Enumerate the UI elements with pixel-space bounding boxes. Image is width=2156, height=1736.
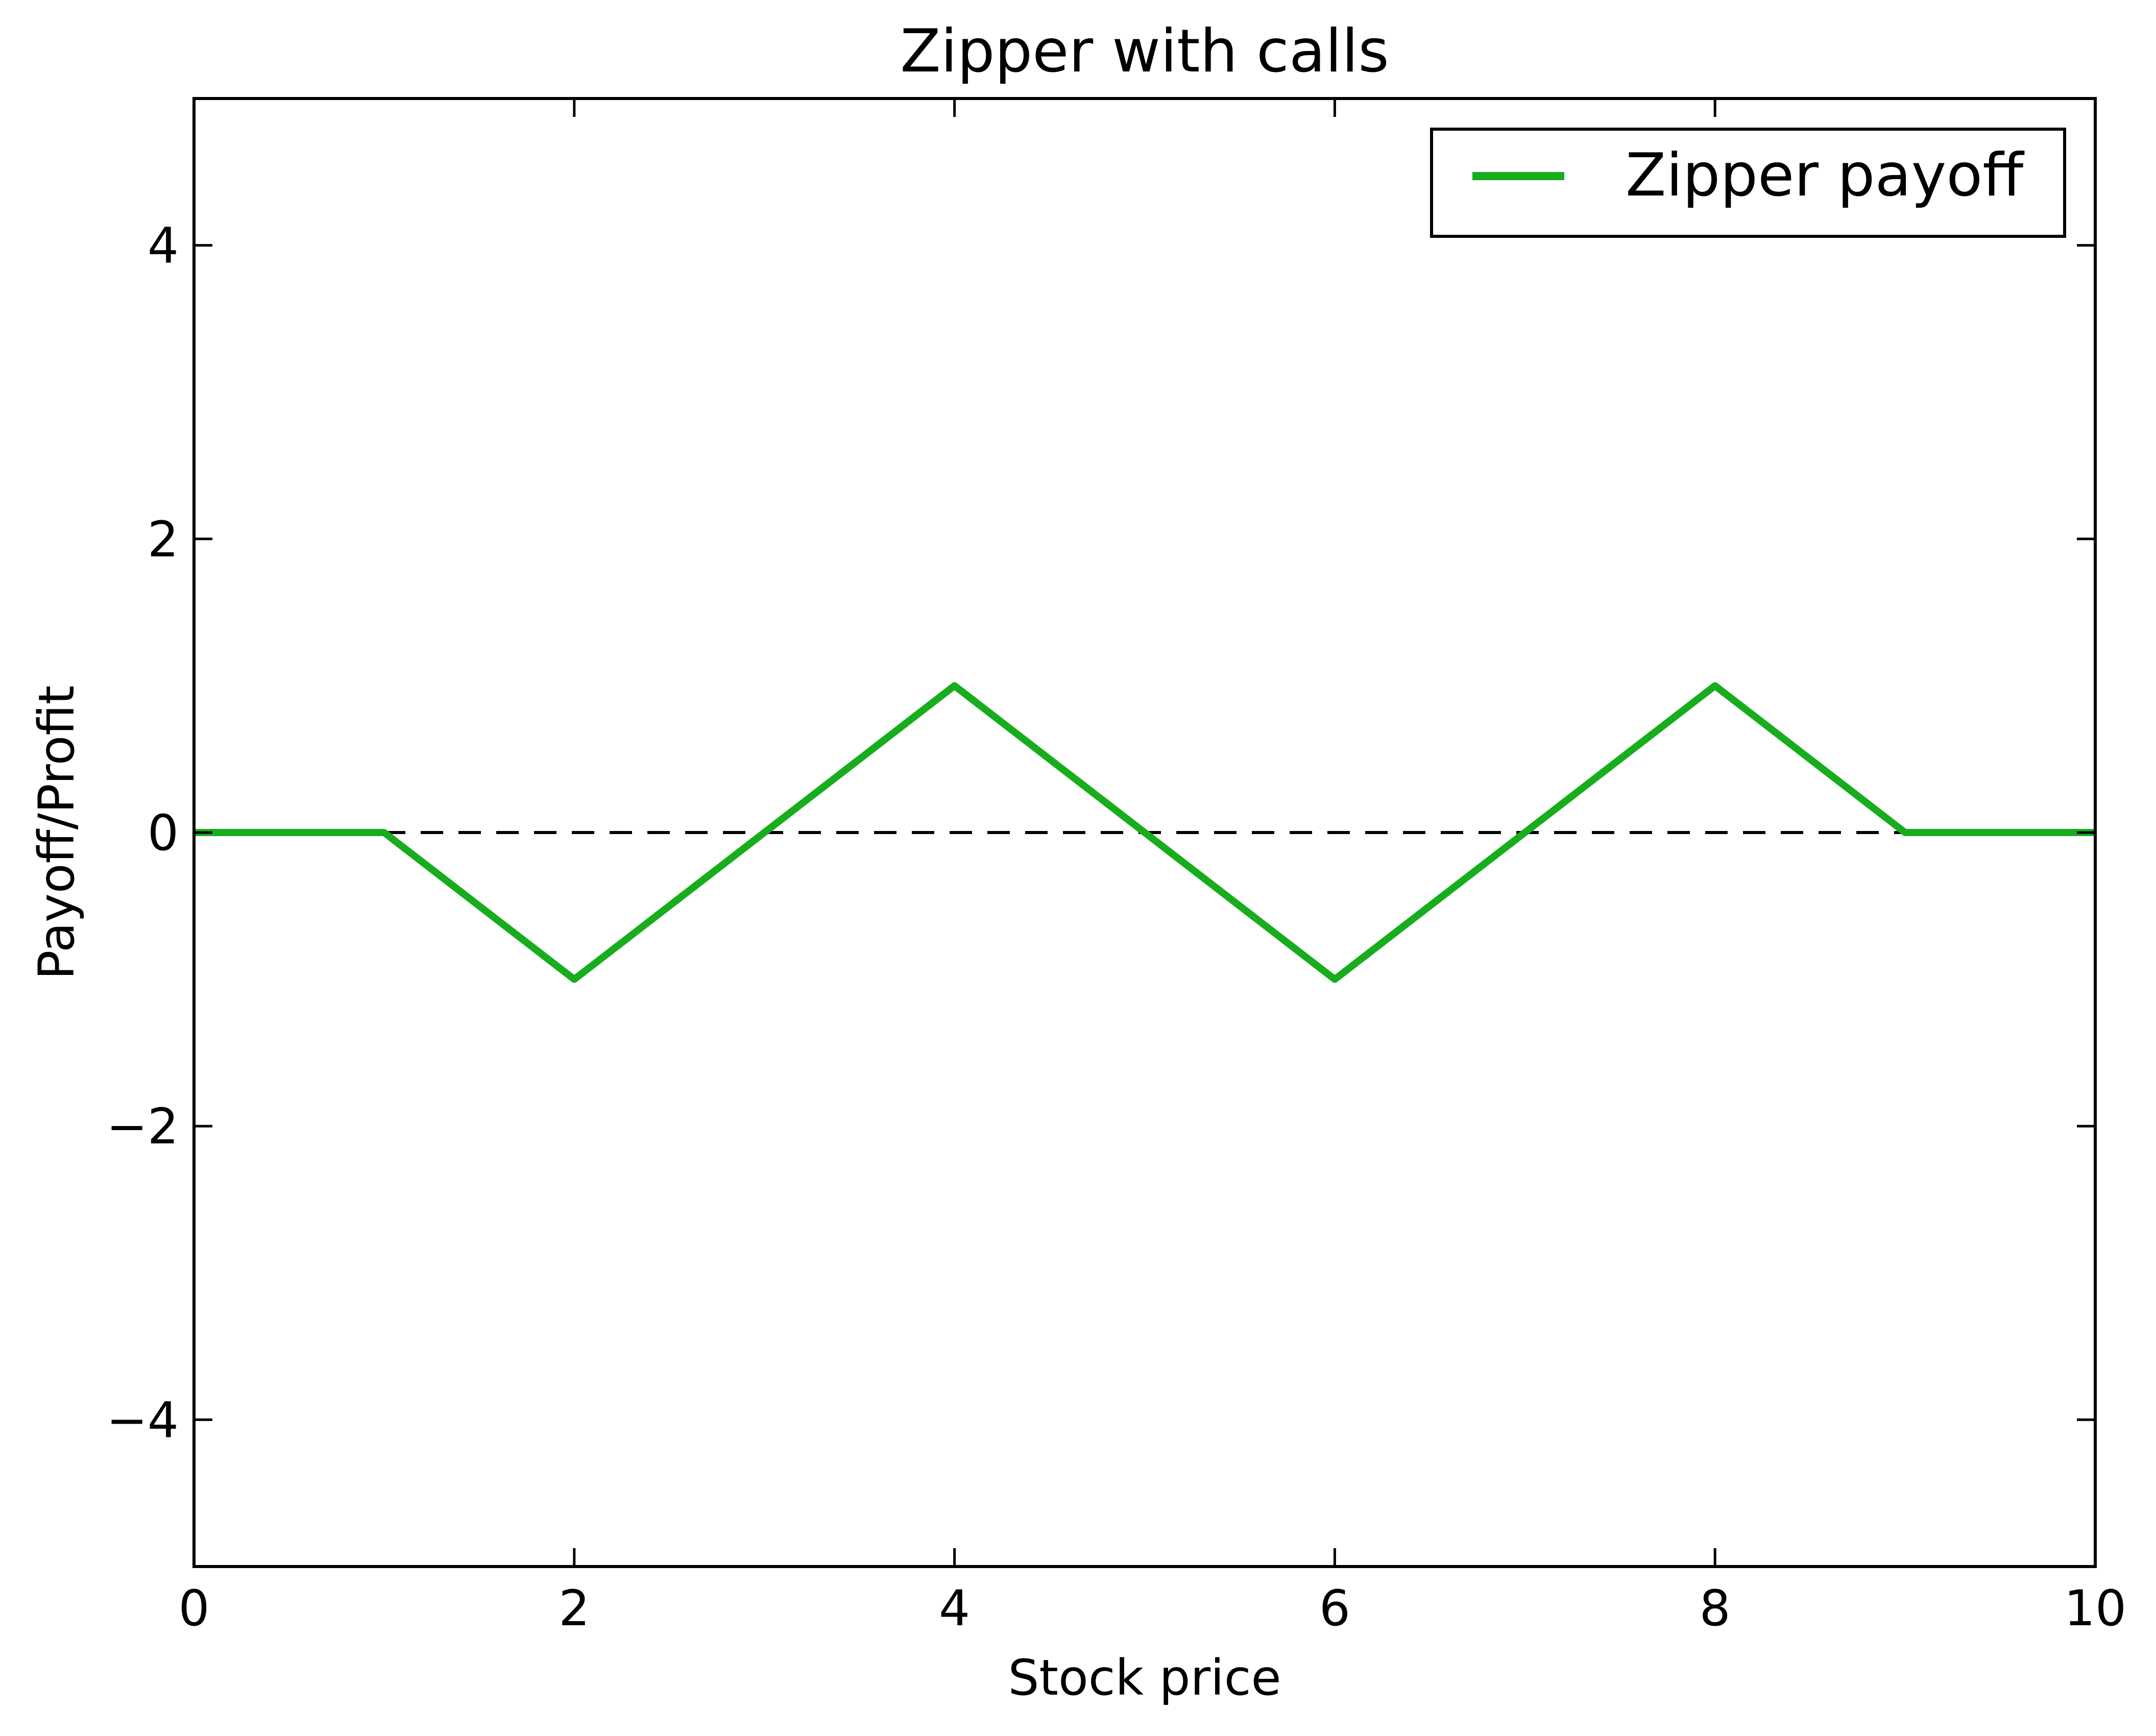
x-tick-label: 6 — [1319, 1580, 1350, 1637]
legend-label: Zipper payoff — [1626, 141, 2025, 210]
y-tick-label: 4 — [148, 217, 179, 275]
x-axis-label: Stock price — [1008, 1649, 1281, 1706]
legend: Zipper payoff — [1430, 128, 2066, 238]
chart-title: Zipper with calls — [900, 17, 1389, 86]
plot-frame — [192, 97, 2097, 1568]
series-line-zipper-payoff — [194, 682, 2095, 983]
plot-area — [194, 682, 2095, 983]
x-tick-label: 0 — [178, 1580, 209, 1637]
x-tick-label: 10 — [2064, 1580, 2126, 1637]
legend-box — [1430, 128, 2066, 238]
x-tick-label: 8 — [1700, 1580, 1731, 1637]
x-tick-label: 2 — [559, 1580, 590, 1637]
x-tick-label: 4 — [939, 1580, 970, 1637]
y-axis-label: Payoff/Profit — [28, 686, 85, 980]
y-tick-label: 0 — [148, 804, 179, 862]
y-tick-label: 2 — [148, 511, 179, 568]
axis-ticks: 0 2 4 6 8 10 −4 −2 0 2 4 — [106, 99, 2126, 1637]
y-tick-label: −2 — [106, 1098, 179, 1155]
y-tick-label: −4 — [106, 1391, 179, 1449]
